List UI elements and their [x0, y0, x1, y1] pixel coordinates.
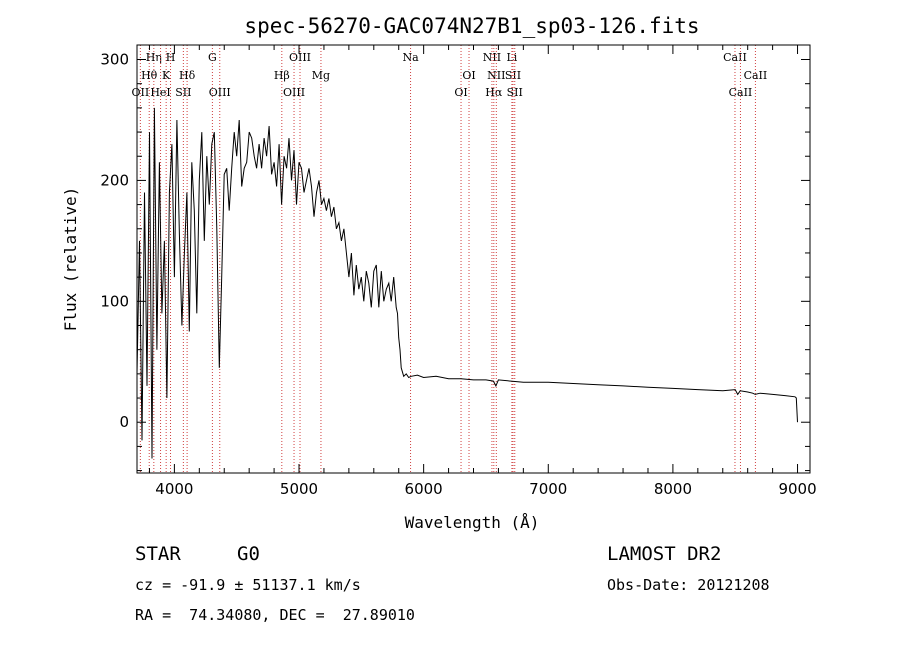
- y-tick-label: 100: [100, 292, 129, 310]
- x-tick-label: 8000: [654, 480, 692, 498]
- axis-ticks: 4000 5000 6000 7000 8000 9000 0 100 200 300: [100, 45, 817, 498]
- survey-name: LAMOST DR2: [607, 543, 722, 565]
- x-tick-label: 6000: [405, 480, 443, 498]
- spectral-line-label: OIII: [283, 86, 305, 99]
- spectral-line-label: OII: [132, 86, 150, 99]
- spectral-line-label: OIII: [289, 51, 311, 64]
- observation-date: Obs-Date: 20121208: [607, 576, 770, 594]
- spectral-line-label: SII: [175, 86, 191, 99]
- coordinates-text: RA = 74.34080, DEC = 27.89010: [135, 606, 415, 624]
- spectral-line-label: SII: [505, 69, 521, 82]
- chart-title: spec-56270-GAC074N27B1_sp03-126.fits: [244, 14, 699, 38]
- x-tick-label: 5000: [280, 480, 318, 498]
- y-tick-label: 200: [100, 171, 129, 189]
- spectral-line-label: NII: [483, 51, 501, 64]
- spectral-line-label: CaII: [723, 51, 747, 64]
- x-axis-label: Wavelength (Å): [405, 513, 540, 532]
- spectral-line-label: Hδ: [179, 69, 196, 82]
- spectral-line-label: HeI: [150, 86, 170, 99]
- spectrum-line: [137, 107, 798, 459]
- spectral-line-label: CaII: [729, 86, 753, 99]
- spectral-line-label: Hη: [146, 51, 162, 64]
- spectral-line-label: K: [162, 69, 171, 82]
- spectral-line-label: Hβ: [274, 69, 290, 82]
- spectral-line-label: CaII: [744, 69, 768, 82]
- spectral-line-label: OIII: [209, 86, 231, 99]
- spectral-line-label: G: [208, 51, 217, 64]
- y-axis-label: Flux (relative): [61, 187, 80, 332]
- x-tick-label: 7000: [529, 480, 567, 498]
- redshift-text: cz = -91.9 ± 51137.1 km/s: [135, 576, 361, 594]
- spectral-line-label: NII: [487, 69, 505, 82]
- spectral-line-label: Hθ: [141, 69, 158, 82]
- spectral-line-label: Hα: [485, 86, 503, 99]
- spectral-line-label: H: [166, 51, 176, 64]
- spectral-line-label: OI: [454, 86, 467, 99]
- y-tick-label: 300: [100, 51, 129, 69]
- x-tick-label: 9000: [778, 480, 816, 498]
- object-class: STAR: [135, 543, 181, 565]
- plot-frame: [136, 44, 811, 474]
- spectral-line-label: Mg: [312, 69, 330, 82]
- y-tick-label: 0: [119, 413, 129, 431]
- x-tick-label: 4000: [155, 480, 193, 498]
- object-subclass: G0: [237, 543, 260, 565]
- spectral-line-markers: OIIHθHηHeIKHSIIHδGOIIIHβOIIIOIIIMgNaOIOI…: [132, 45, 768, 473]
- spectral-line-label: SII: [507, 86, 523, 99]
- spectral-line-label: OI: [462, 69, 475, 82]
- spectral-line-label: Na: [402, 51, 419, 64]
- spectral-line-label: Li: [506, 51, 517, 64]
